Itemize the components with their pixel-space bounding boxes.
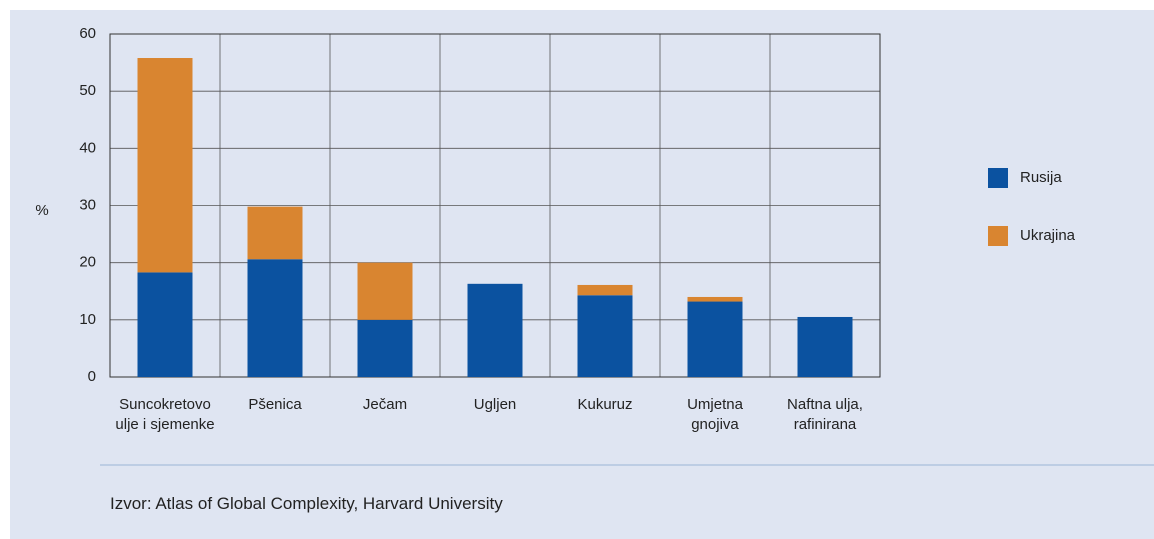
x-tick-label: Naftna ulja, rafinirana <box>787 396 863 433</box>
x-tick-label: Pšenica <box>248 396 302 413</box>
bar-segment <box>577 284 633 296</box>
bar-segment <box>137 272 193 377</box>
source-note: Izvor: Atlas of Global Complexity, Harva… <box>110 494 503 513</box>
bar-segment <box>247 259 303 377</box>
y-tick-label: 40 <box>79 139 96 156</box>
bar-segment <box>357 262 413 320</box>
y-axis-label: % <box>35 202 48 219</box>
y-tick-label: 60 <box>79 25 96 42</box>
chart: % 0 10 20 30 40 50 60 Rusija Ukrajina <box>35 25 1154 466</box>
bar-segment <box>247 206 303 260</box>
legend-label: Ukrajina <box>1020 227 1076 244</box>
bar-segment <box>137 58 193 273</box>
y-tick-label: 0 <box>88 368 96 385</box>
x-tick-label: Ječam <box>362 396 408 413</box>
bar-segment <box>577 295 633 377</box>
chart-panel: % 0 10 20 30 40 50 60 Rusija Ukrajina Izvor: Atl… <box>10 10 1154 539</box>
legend-swatch <box>988 226 1008 246</box>
y-tick-label: 30 <box>79 196 96 213</box>
bar-segment <box>687 296 743 302</box>
x-tick-label: Suncokretovo ulje i sjemenke <box>115 396 215 433</box>
y-tick-label: 20 <box>79 254 96 271</box>
bar-segment <box>797 316 853 377</box>
y-tick-label: 10 <box>79 311 96 328</box>
legend-label: Rusija <box>1020 169 1062 186</box>
legend-swatch <box>988 168 1008 188</box>
y-tick-label: 50 <box>79 82 96 99</box>
bar-segment <box>357 319 413 377</box>
x-tick-label: Kukuruz <box>577 396 633 413</box>
bar-segment <box>687 301 743 377</box>
x-tick-label: Umjetna gnojiva <box>687 396 743 433</box>
x-tick-label: Ugljen <box>473 396 517 413</box>
bar-segment <box>467 283 523 377</box>
